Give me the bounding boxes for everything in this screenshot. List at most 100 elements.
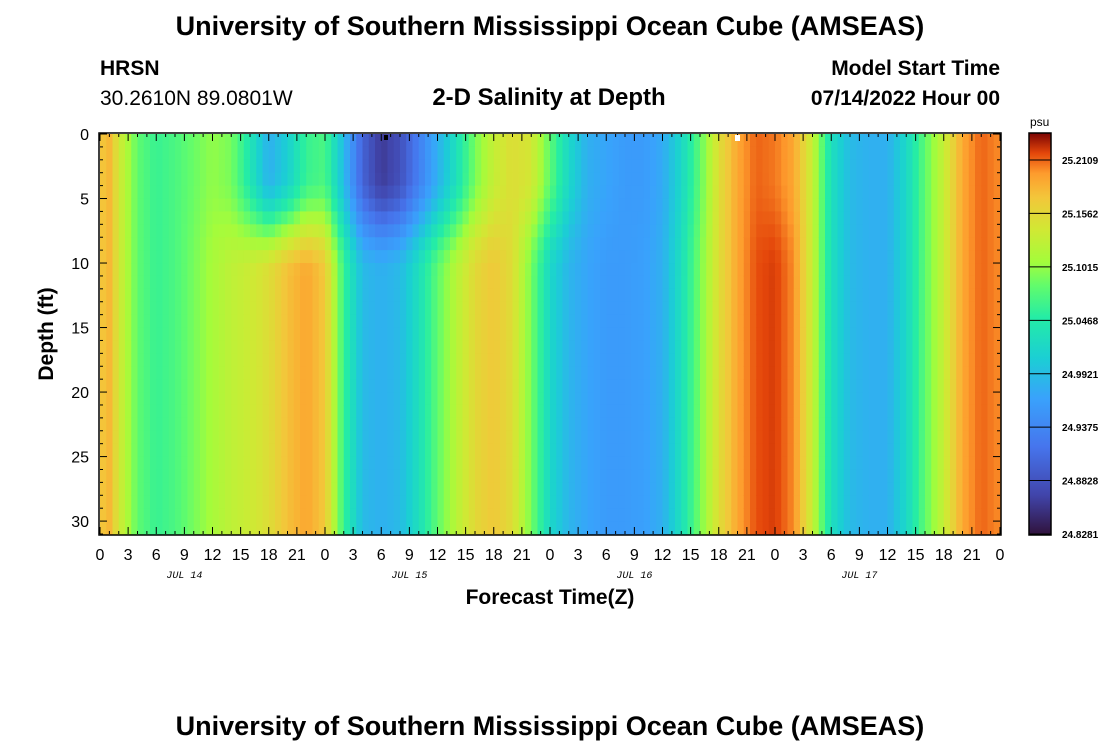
heatmap-cell — [662, 146, 670, 161]
heatmap-cell — [362, 134, 370, 148]
heatmap-cell — [443, 508, 451, 522]
heatmap-cell — [525, 482, 532, 496]
heatmap-cell — [537, 198, 545, 213]
heatmap-cell — [668, 327, 676, 342]
heatmap-cell — [175, 379, 182, 393]
heatmap-cell — [387, 211, 395, 225]
heatmap-cell — [243, 482, 251, 496]
heatmap-cell — [650, 275, 657, 290]
heatmap-cell — [675, 417, 682, 432]
heatmap-cell — [581, 340, 589, 354]
heatmap-cell — [793, 159, 801, 174]
heatmap-cell — [906, 482, 914, 496]
heatmap-cell — [331, 237, 339, 251]
heatmap-cell — [137, 263, 145, 277]
heatmap-cell — [775, 146, 782, 161]
heatmap-cell — [437, 482, 445, 496]
heatmap-cell — [456, 327, 464, 342]
heatmap-cell — [543, 379, 551, 393]
heatmap-cell — [156, 185, 164, 200]
heatmap-cell — [200, 172, 207, 187]
heatmap-cell — [931, 314, 939, 329]
heatmap-cell — [268, 263, 276, 277]
heatmap-cell — [400, 288, 407, 303]
heatmap-cell — [200, 250, 207, 264]
heatmap-cell — [400, 198, 407, 213]
heatmap-cell — [918, 353, 926, 367]
heatmap-cell — [125, 495, 132, 509]
heatmap-cell — [800, 146, 807, 161]
heatmap-cell — [787, 327, 795, 342]
heatmap-cell — [912, 288, 920, 303]
heatmap-cell — [737, 211, 745, 225]
heatmap-cell — [168, 521, 176, 535]
heatmap-cell — [912, 443, 920, 458]
heatmap-cell — [750, 211, 757, 225]
heatmap-cell — [618, 379, 626, 393]
heatmap-cell — [775, 469, 782, 483]
heatmap-cell — [156, 456, 164, 471]
heatmap-cell — [637, 417, 645, 432]
heatmap-cell — [887, 521, 895, 535]
heatmap-cell — [750, 340, 757, 354]
heatmap-cell — [337, 353, 345, 367]
heatmap-cell — [793, 327, 801, 342]
heatmap-cell — [825, 301, 832, 316]
heatmap-cell — [687, 288, 695, 303]
heatmap-cell — [781, 482, 789, 496]
heatmap-cell — [231, 327, 239, 342]
heatmap-cell — [737, 250, 745, 264]
heatmap-cell — [937, 404, 945, 419]
heatmap-cell — [556, 263, 564, 277]
heatmap-cell — [743, 392, 751, 406]
heatmap-cell — [218, 275, 226, 290]
heatmap-cell — [368, 288, 376, 303]
heatmap-cell — [668, 508, 676, 522]
heatmap-cell — [418, 469, 426, 483]
heatmap-cell — [643, 185, 651, 200]
heatmap-cell — [143, 314, 151, 329]
heatmap-cell — [131, 456, 139, 471]
heatmap-cell — [375, 172, 382, 187]
heatmap-cell — [725, 288, 732, 303]
heatmap-cell — [443, 482, 451, 496]
heatmap-cell — [556, 159, 564, 174]
heatmap-cell — [356, 134, 364, 148]
heatmap-cell — [712, 146, 720, 161]
heatmap-cell — [737, 508, 745, 522]
heatmap-cell — [925, 366, 932, 380]
heatmap-cell — [275, 392, 282, 406]
heatmap-cell — [537, 443, 545, 458]
heatmap-cell — [337, 224, 345, 238]
heatmap-cell — [187, 366, 195, 380]
heatmap-cell — [800, 224, 807, 238]
heatmap-cell — [693, 392, 701, 406]
heatmap-cell — [525, 250, 532, 264]
heatmap-cell — [368, 417, 376, 432]
heatmap-cell — [175, 508, 182, 522]
heatmap-cell — [887, 263, 895, 277]
heatmap-cell — [687, 469, 695, 483]
heatmap-cell — [506, 430, 514, 445]
heatmap-cell — [300, 172, 307, 187]
heatmap-cell — [287, 275, 295, 290]
heatmap-cell — [475, 404, 482, 419]
heatmap-cell — [687, 185, 695, 200]
heatmap-cell — [493, 430, 501, 445]
heatmap-cell — [600, 237, 607, 251]
heatmap-cell — [118, 134, 126, 148]
heatmap-cell — [293, 237, 301, 251]
heatmap-cell — [693, 417, 701, 432]
heatmap-cell — [306, 417, 314, 432]
heatmap-cell — [606, 198, 614, 213]
heatmap-cell — [200, 185, 207, 200]
heatmap-cell — [425, 263, 432, 277]
heatmap-cell — [650, 146, 657, 161]
heatmap-cell — [693, 211, 701, 225]
heatmap-cell — [168, 366, 176, 380]
heatmap-cell — [100, 288, 107, 303]
heatmap-cell — [787, 198, 795, 213]
heatmap-cell — [200, 443, 207, 458]
heatmap-cell — [443, 198, 451, 213]
heatmap-cell — [575, 456, 582, 471]
